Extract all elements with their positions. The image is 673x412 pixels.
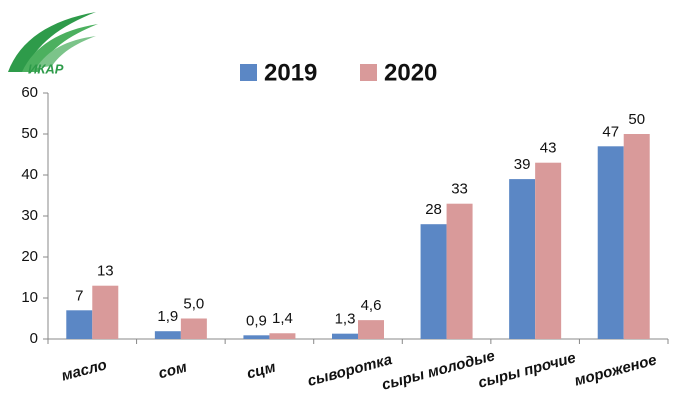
value-label: 33 [451, 181, 468, 198]
logo-text: ИКАР [28, 61, 64, 76]
y-tick-label: 40 [21, 166, 38, 183]
y-tick-label: 0 [30, 330, 38, 347]
y-tick-label: 50 [21, 125, 38, 142]
value-label: 0,9 [246, 312, 267, 329]
value-label: 28 [425, 201, 442, 218]
bar [243, 335, 270, 339]
value-label: 1,4 [272, 310, 293, 327]
value-label: 1,3 [335, 311, 356, 328]
y-tick-label: 60 [21, 84, 38, 101]
x-tick-label: мороженое [573, 351, 659, 389]
x-tick-label: сом [157, 359, 189, 383]
bar [420, 224, 447, 339]
logo: ИКАР [8, 12, 98, 76]
value-label: 43 [540, 140, 557, 157]
x-tick-label: масло [60, 356, 109, 384]
bar [180, 318, 207, 339]
value-label: 4,6 [361, 297, 382, 314]
bar [92, 285, 119, 339]
bar [597, 146, 624, 339]
y-tick-label: 30 [21, 207, 38, 224]
x-tick-label: сцм [245, 359, 278, 383]
bar [154, 331, 181, 339]
value-label: 39 [514, 156, 531, 173]
legend-label: 2020 [384, 59, 437, 86]
legend-swatch [360, 64, 377, 81]
x-tick-label: сыворотка [306, 351, 394, 390]
bar [269, 333, 296, 339]
y-tick-label: 20 [21, 248, 38, 265]
value-label: 1,9 [157, 308, 178, 325]
bar [535, 162, 562, 339]
value-label: 13 [97, 263, 114, 280]
bar [509, 179, 536, 339]
bar [358, 320, 384, 339]
legend-swatch [240, 64, 257, 81]
y-tick-label: 10 [21, 289, 38, 306]
bar [332, 333, 358, 339]
value-label: 5,0 [183, 295, 204, 312]
legend-label: 2019 [264, 59, 317, 86]
value-label: 7 [75, 287, 83, 304]
value-label: 47 [602, 123, 619, 140]
value-label: 50 [628, 111, 645, 128]
bar [446, 203, 473, 339]
bar [623, 134, 650, 339]
bar [66, 310, 93, 339]
